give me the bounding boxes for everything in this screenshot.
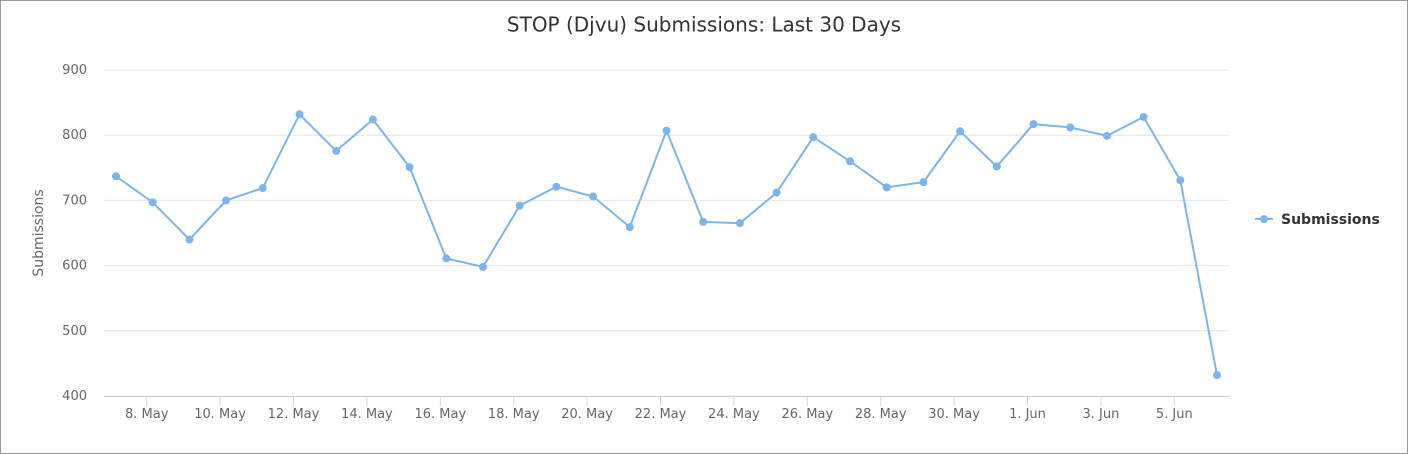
legend-marker: [1260, 215, 1268, 223]
point: [1176, 176, 1185, 185]
x-tick-label: 30. May: [928, 407, 980, 422]
y-tick-label: 500: [62, 324, 87, 339]
legend-label: Submissions: [1281, 212, 1380, 228]
point: [699, 217, 708, 226]
point: [515, 201, 524, 210]
point: [222, 196, 231, 205]
x-tick-label: 12. May: [268, 407, 320, 422]
point: [846, 157, 854, 166]
point: [552, 182, 561, 191]
chart-title: STOP (Djvu) Submissions: Last 30 Days: [507, 13, 901, 37]
point: [148, 198, 157, 207]
y-tick-label: 800: [62, 128, 87, 143]
x-tick-label: 28. May: [855, 407, 907, 422]
point: [185, 235, 194, 244]
series-line: [115, 112, 1218, 376]
x-tick-label: 8. May: [125, 407, 169, 422]
x-tick-label: 14. May: [341, 407, 393, 422]
point: [809, 133, 818, 142]
point: [882, 183, 891, 192]
point: [479, 262, 487, 271]
point: [295, 110, 304, 119]
y-tick-label: 400: [62, 389, 87, 404]
point: [1029, 120, 1038, 129]
x-tick-label: 26. May: [781, 407, 833, 422]
point: [956, 127, 965, 136]
point: [589, 192, 598, 201]
y-axis-label: Submissions: [31, 189, 47, 276]
x-tick-label: 16. May: [414, 407, 466, 422]
y-tick-label: 900: [62, 63, 87, 78]
x-tick-label: 10. May: [194, 407, 246, 422]
y-tick-label: 600: [62, 259, 87, 274]
point: [1139, 112, 1148, 121]
x-tick-label: 1. Jun: [1009, 407, 1046, 422]
point: [368, 115, 377, 124]
point: [735, 219, 744, 228]
y-tick-label: 700: [62, 193, 87, 208]
point: [625, 223, 634, 232]
point: [405, 163, 414, 172]
point: [332, 146, 341, 155]
point: [442, 254, 451, 263]
x-tick-label: 5. Jun: [1156, 407, 1193, 422]
x-tick-label: 20. May: [561, 407, 613, 422]
x-tick-label: 3. Jun: [1082, 407, 1119, 422]
point: [992, 162, 1001, 171]
point: [919, 178, 928, 187]
point: [772, 188, 781, 197]
x-tick-label: 18. May: [488, 407, 540, 422]
point: [1102, 131, 1111, 140]
point: [1066, 123, 1075, 132]
point: [112, 172, 120, 181]
x-tick-label: 24. May: [708, 407, 760, 422]
point: [258, 184, 267, 193]
point: [1213, 371, 1221, 380]
x-tick-label: 22. May: [635, 407, 687, 422]
point: [662, 126, 671, 135]
